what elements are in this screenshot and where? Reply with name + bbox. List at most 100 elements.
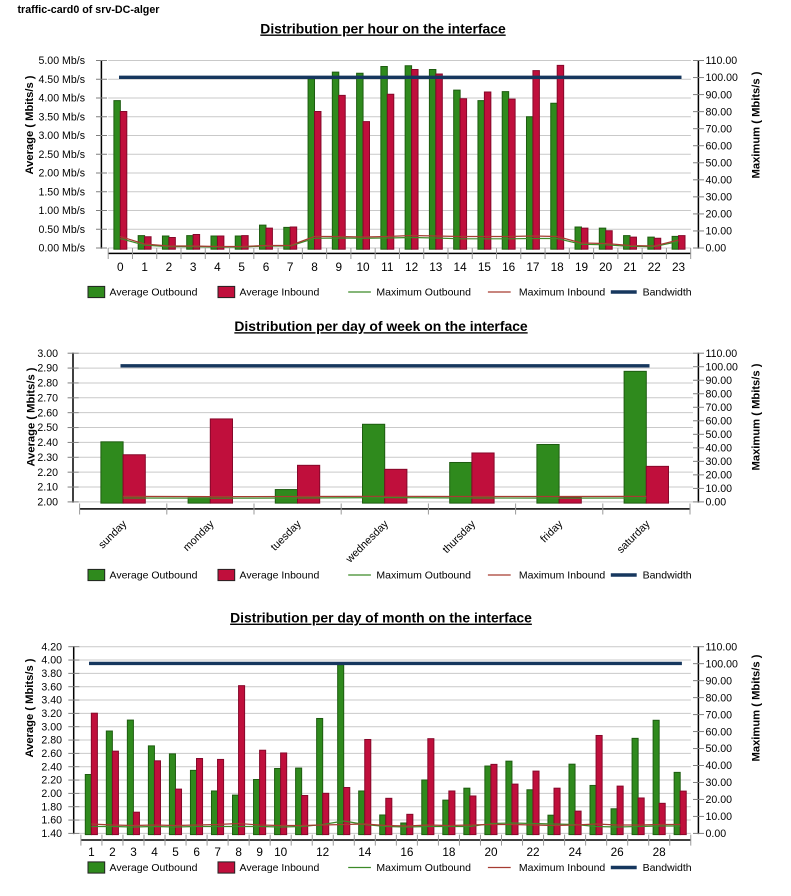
- svg-text:90.00: 90.00: [706, 375, 733, 387]
- svg-text:5: 5: [238, 260, 245, 274]
- svg-text:110.00: 110.00: [706, 55, 738, 67]
- svg-text:Distribution per day of week o: Distribution per day of week on the inte…: [234, 318, 528, 334]
- svg-text:wednesday: wednesday: [343, 518, 391, 566]
- svg-text:Average ( Mbits/s ): Average ( Mbits/s ): [24, 75, 36, 174]
- svg-text:21: 21: [623, 260, 636, 274]
- svg-text:3.00 Mb/s: 3.00 Mb/s: [38, 130, 85, 142]
- svg-text:1.40: 1.40: [41, 828, 62, 840]
- svg-text:40.00: 40.00: [706, 175, 733, 187]
- svg-text:Maximum ( Mbits/s ): Maximum ( Mbits/s ): [751, 654, 763, 761]
- svg-text:1.00 Mb/s: 1.00 Mb/s: [38, 205, 85, 217]
- svg-text:Maximum Inbound: Maximum Inbound: [519, 570, 606, 582]
- svg-text:70.00: 70.00: [706, 402, 733, 414]
- svg-text:Bandwidth: Bandwidth: [643, 862, 692, 874]
- svg-text:5: 5: [172, 845, 179, 859]
- svg-text:10.00: 10.00: [706, 811, 733, 823]
- svg-text:1.60: 1.60: [41, 815, 62, 827]
- svg-text:4: 4: [214, 260, 221, 274]
- svg-text:Maximum Outbound: Maximum Outbound: [376, 570, 471, 582]
- svg-text:1: 1: [88, 845, 95, 859]
- svg-text:80.00: 80.00: [706, 106, 733, 118]
- svg-text:50.00: 50.00: [706, 158, 733, 170]
- svg-text:2.10: 2.10: [37, 482, 58, 494]
- svg-text:60.00: 60.00: [706, 416, 733, 428]
- svg-text:20: 20: [599, 260, 613, 274]
- svg-text:Bandwidth: Bandwidth: [643, 287, 692, 299]
- svg-text:4.00: 4.00: [41, 655, 62, 667]
- svg-text:19: 19: [575, 260, 588, 274]
- svg-text:3.60: 3.60: [41, 681, 62, 693]
- svg-text:15: 15: [478, 260, 492, 274]
- svg-text:0.00: 0.00: [706, 828, 727, 840]
- svg-text:50.00: 50.00: [706, 429, 733, 441]
- svg-text:2.50: 2.50: [37, 422, 58, 434]
- svg-text:2.00: 2.00: [41, 788, 62, 800]
- svg-text:10.00: 10.00: [706, 483, 733, 495]
- svg-text:1: 1: [141, 260, 148, 274]
- svg-text:0.50 Mb/s: 0.50 Mb/s: [38, 224, 85, 236]
- svg-text:12: 12: [405, 260, 418, 274]
- svg-text:30.00: 30.00: [706, 777, 733, 789]
- svg-text:4.00 Mb/s: 4.00 Mb/s: [38, 93, 85, 105]
- svg-text:2.20: 2.20: [41, 775, 62, 787]
- svg-text:2.90: 2.90: [37, 363, 58, 375]
- svg-text:Bandwidth: Bandwidth: [643, 570, 692, 582]
- svg-text:22: 22: [526, 845, 539, 859]
- svg-text:Average Inbound: Average Inbound: [240, 570, 320, 582]
- svg-text:1.50 Mb/s: 1.50 Mb/s: [38, 186, 85, 198]
- svg-text:100.00: 100.00: [706, 72, 739, 84]
- svg-text:Maximum ( Mbits/s ): Maximum ( Mbits/s ): [751, 71, 763, 178]
- svg-text:12: 12: [316, 845, 329, 859]
- svg-text:monday: monday: [181, 518, 217, 554]
- svg-text:3.40: 3.40: [41, 695, 62, 707]
- svg-text:50.00: 50.00: [706, 743, 733, 755]
- svg-text:90.00: 90.00: [706, 89, 733, 101]
- svg-text:20.00: 20.00: [706, 470, 733, 482]
- svg-text:Maximum ( Mbits/s ): Maximum ( Mbits/s ): [751, 363, 763, 470]
- svg-text:5.00 Mb/s: 5.00 Mb/s: [38, 55, 85, 67]
- svg-text:sunday: sunday: [96, 518, 130, 552]
- svg-text:2.00: 2.00: [37, 497, 58, 509]
- svg-text:saturday: saturday: [615, 518, 653, 556]
- svg-text:7: 7: [287, 260, 294, 274]
- svg-text:40.00: 40.00: [706, 443, 733, 455]
- svg-text:Distribution per day of month: Distribution per day of month on the int…: [230, 610, 532, 626]
- svg-text:14: 14: [358, 845, 372, 859]
- svg-text:18: 18: [551, 260, 565, 274]
- svg-text:3.80: 3.80: [41, 668, 62, 680]
- svg-text:100.00: 100.00: [706, 658, 739, 670]
- svg-text:traffic-card0 of srv-DC-alger: traffic-card0 of srv-DC-alger: [18, 4, 160, 16]
- svg-text:23: 23: [672, 260, 686, 274]
- svg-text:Average Outbound: Average Outbound: [110, 570, 198, 582]
- svg-text:80.00: 80.00: [706, 692, 733, 704]
- svg-text:0.00 Mb/s: 0.00 Mb/s: [38, 243, 85, 255]
- svg-text:3.00: 3.00: [37, 348, 58, 360]
- svg-text:3: 3: [190, 260, 197, 274]
- svg-text:9: 9: [336, 260, 343, 274]
- svg-text:3: 3: [130, 845, 137, 859]
- svg-text:0.00: 0.00: [706, 243, 727, 255]
- svg-text:40.00: 40.00: [706, 760, 733, 772]
- svg-text:30.00: 30.00: [706, 192, 733, 204]
- svg-text:11: 11: [381, 260, 393, 274]
- svg-text:Average Inbound: Average Inbound: [240, 862, 320, 874]
- svg-text:2.80: 2.80: [41, 735, 62, 747]
- svg-text:26: 26: [611, 845, 625, 859]
- svg-text:80.00: 80.00: [706, 389, 733, 401]
- svg-text:9: 9: [256, 845, 263, 859]
- svg-text:20: 20: [484, 845, 498, 859]
- svg-text:60.00: 60.00: [706, 726, 733, 738]
- svg-text:Maximum Outbound: Maximum Outbound: [376, 862, 471, 874]
- svg-text:Distribution per hour on the i: Distribution per hour on the interface: [260, 21, 506, 37]
- svg-text:90.00: 90.00: [706, 675, 733, 687]
- svg-text:2.00 Mb/s: 2.00 Mb/s: [38, 168, 85, 180]
- svg-text:thursday: thursday: [440, 518, 478, 556]
- svg-text:3.50 Mb/s: 3.50 Mb/s: [38, 111, 85, 123]
- svg-text:110.00: 110.00: [706, 641, 738, 653]
- svg-text:4.20: 4.20: [41, 641, 62, 653]
- svg-text:3.20: 3.20: [41, 708, 62, 720]
- svg-text:2.70: 2.70: [37, 392, 58, 404]
- svg-text:Average Outbound: Average Outbound: [110, 287, 198, 299]
- svg-text:2.80: 2.80: [37, 378, 58, 390]
- svg-text:10: 10: [274, 845, 288, 859]
